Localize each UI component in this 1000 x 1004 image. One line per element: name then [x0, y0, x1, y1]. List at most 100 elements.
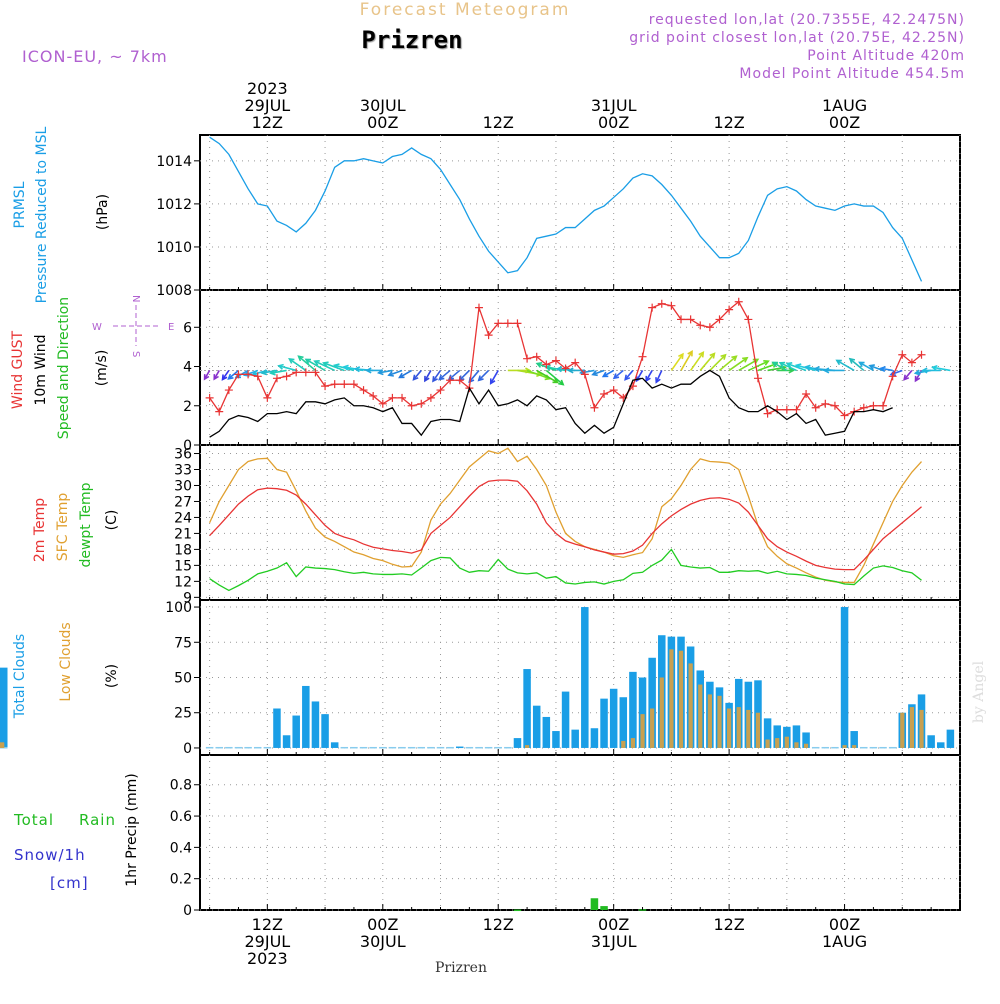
total-cloud-bar [811, 746, 820, 749]
wind-arrow-head [387, 370, 394, 377]
wind-gust-point [907, 358, 916, 367]
wind-arrow-head [558, 379, 565, 386]
wind-arrow [779, 362, 797, 372]
wind-arrow-head [304, 358, 312, 365]
y-tick-label: 100 [165, 600, 192, 616]
low-cloud-bar [727, 708, 732, 748]
wind-arrow-head [322, 361, 329, 368]
wind-gust-point [763, 409, 772, 418]
total-cloud-bar [225, 746, 233, 749]
wind-arrow-head [424, 375, 430, 383]
wind-arrow-head [297, 355, 304, 362]
total-cloud-bar [821, 746, 830, 749]
total-cloud-bar [0, 667, 8, 748]
y-tick-label: 33 [174, 463, 192, 479]
y-tick-label: 2 [183, 399, 192, 415]
wind-gust-point [513, 319, 522, 328]
y-tick-label: 75 [174, 635, 192, 651]
total-cloud-bar [311, 701, 320, 748]
wind-gust-line [209, 300, 922, 417]
total-cloud-bar [792, 725, 801, 748]
wind-arrow-head [342, 364, 349, 371]
temp-unit: (C) [104, 510, 120, 531]
wind-arrow-head [489, 378, 496, 385]
wind-arrow-head [687, 349, 693, 357]
low-cloud-bar [842, 745, 847, 748]
wind-label-gust: Wind GUST [10, 330, 26, 409]
low-cloud-bar [669, 649, 674, 748]
wind-gust-point [782, 405, 791, 414]
wind-arrow-head [889, 370, 897, 377]
total-cloud-bar [850, 731, 858, 748]
wind-arrow-head [203, 374, 210, 381]
wind-arrow-head [251, 370, 258, 377]
total-cloud-bar [465, 746, 474, 749]
wind-arrow [903, 369, 913, 381]
total-cloud-bar [494, 746, 502, 749]
wind-gust-point [417, 399, 426, 408]
time-label-top: 00Z [367, 113, 398, 132]
panel-temp-frame [199, 444, 961, 601]
precip-label-rain: Rain [79, 811, 116, 829]
y-tick-label: 0 [183, 741, 192, 757]
wind-arrow [536, 369, 558, 384]
wind-arrow-head [398, 372, 405, 379]
y-tick-label: 27 [174, 494, 192, 510]
time-label-bottom: 12Z [713, 915, 744, 934]
wind-arrow-head [879, 366, 886, 373]
wind-gust-point [898, 350, 907, 359]
wind-arrow [399, 369, 413, 379]
wind-gust-point [224, 386, 233, 395]
wind-arrow [655, 370, 663, 383]
wind-arrow-head [432, 376, 438, 383]
total-cloud-bar [350, 746, 358, 749]
y-tick-label: 12 [174, 574, 192, 590]
wind-arrow [602, 369, 615, 378]
author-watermark: by Angel [971, 660, 987, 723]
wind-arrow [288, 358, 307, 372]
wind-gust-point [917, 350, 926, 359]
wind-gust-point [301, 368, 310, 377]
low-cloud-bar [852, 745, 857, 748]
wind-gust-point [677, 315, 686, 324]
total-cloud-bar [629, 671, 637, 748]
wind-gust-point [359, 386, 368, 395]
low-cloud-bar [524, 745, 530, 748]
wind-arrow-head [277, 363, 284, 370]
total-cloud-bar [321, 714, 329, 748]
wind-gust-point [648, 303, 657, 312]
wind-arrow-head [720, 353, 727, 360]
wind-gust-point [734, 297, 743, 306]
point-altitude: Point Altitude 420m [807, 48, 965, 64]
low-cloud-bar [900, 712, 905, 748]
wind-arrow [323, 362, 345, 372]
wind-gust-point [715, 315, 724, 324]
wind-arrow [869, 364, 884, 372]
wind-arrow-head [535, 362, 543, 368]
time-label-top: 1AUG [822, 96, 867, 115]
wind-arrow-head [678, 352, 684, 360]
wind-gust-point [388, 393, 397, 402]
total-cloud-bar [330, 742, 339, 748]
total-cloud-bar [475, 746, 483, 749]
time-label-bottom: 2023 [247, 949, 288, 968]
total-cloud-bar [609, 688, 618, 748]
wind-arrow [478, 369, 490, 381]
wind-gust-point [600, 389, 609, 398]
total-cloud-bar [292, 715, 300, 748]
low-cloud-bar [746, 709, 751, 748]
wind-arrow-head [288, 358, 295, 364]
wind-gust-point [571, 358, 580, 367]
low-cloud-bar [784, 736, 789, 748]
precip-label-snow: Snow/1h [14, 846, 86, 864]
grid-layer [200, 135, 961, 911]
total-cloud-bar [205, 746, 214, 749]
wind-arrow [314, 360, 336, 372]
wind-gust-point [667, 301, 676, 310]
marks-layer [0, 136, 960, 912]
wind-arrow-head [269, 369, 276, 376]
time-label-top: 12Z [483, 113, 514, 132]
wind-gust-point [455, 376, 464, 385]
wind-arrow [787, 362, 807, 372]
time-label-top: 2023 [247, 79, 288, 98]
